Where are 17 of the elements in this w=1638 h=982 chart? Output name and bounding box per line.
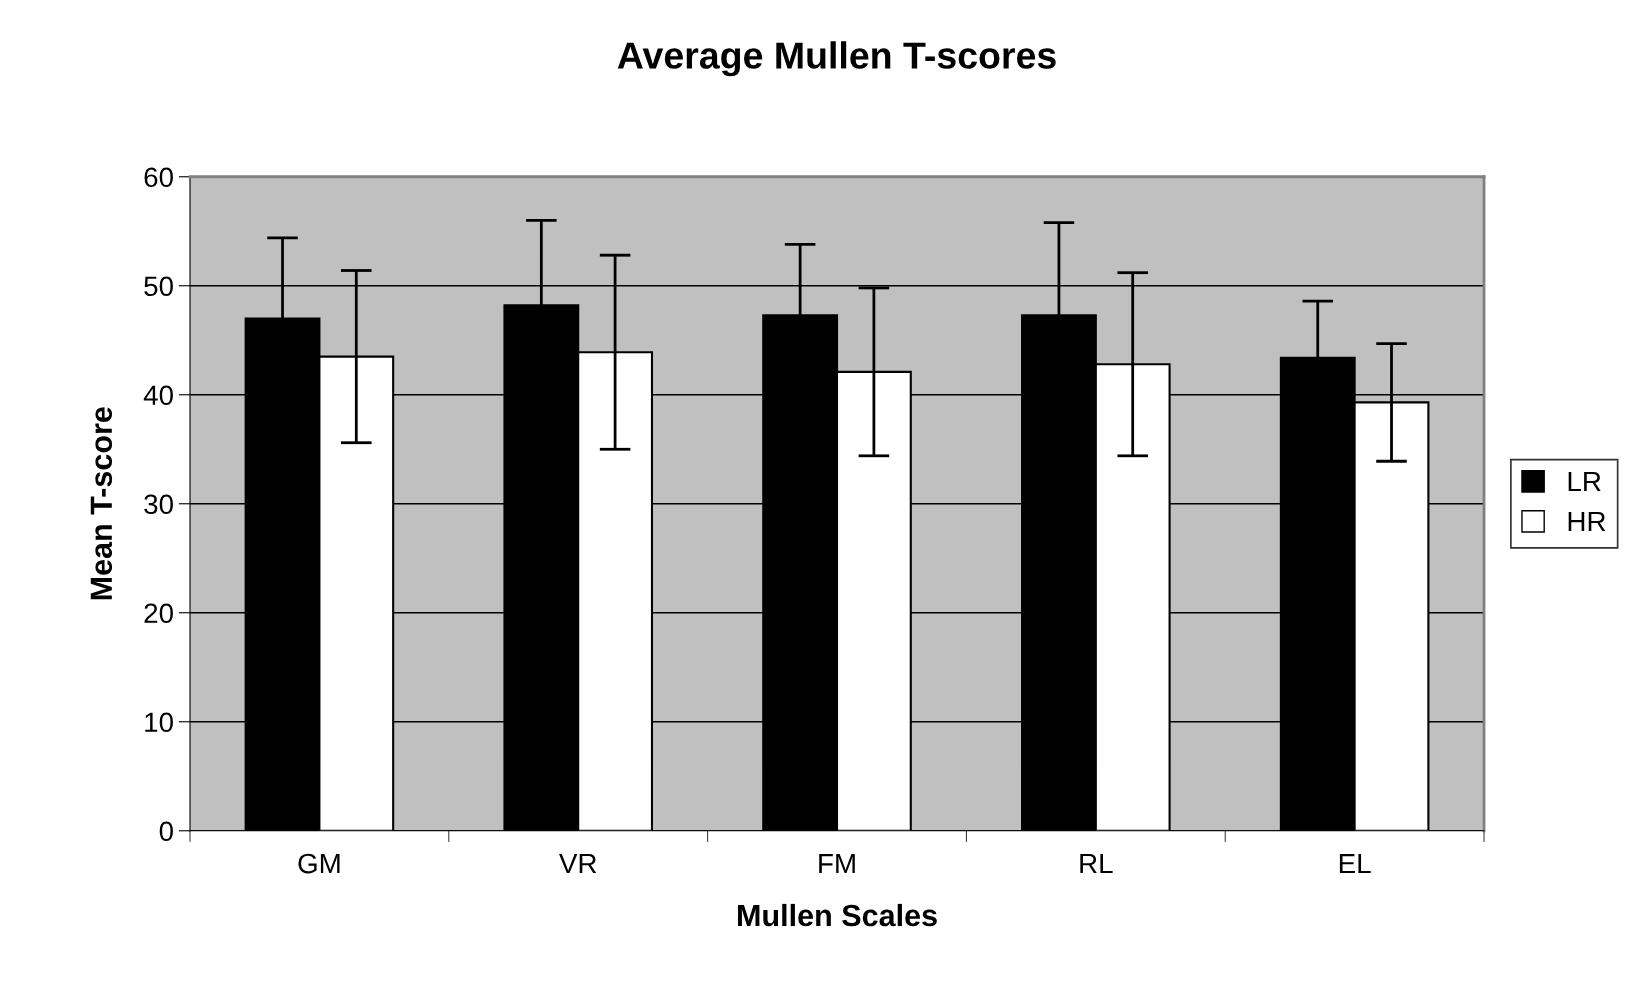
x-axis-title: Mullen Scales: [738, 903, 937, 927]
y-tick-label: 60: [144, 167, 173, 188]
legend-label: LR: [1568, 471, 1601, 492]
chart-title: Average Mullen T-scores: [617, 41, 1056, 77]
x-tick-label: FM: [819, 854, 855, 874]
legend-label: HR: [1568, 511, 1606, 531]
x-tick-label: GM: [298, 853, 340, 874]
x-tick-label: VR: [559, 854, 597, 874]
x-tick-label: EL: [1339, 854, 1371, 874]
y-tick-label: 0: [159, 821, 173, 842]
y-tick-label: 10: [145, 712, 173, 733]
x-tick-label: RL: [1080, 854, 1113, 874]
y-tick-label: 20: [144, 603, 173, 624]
y-tick-label: 30: [144, 494, 173, 515]
y-tick-label: 40: [143, 385, 173, 406]
y-axis-title: Mean T-score: [90, 407, 113, 600]
y-tick-label: 50: [144, 276, 173, 297]
